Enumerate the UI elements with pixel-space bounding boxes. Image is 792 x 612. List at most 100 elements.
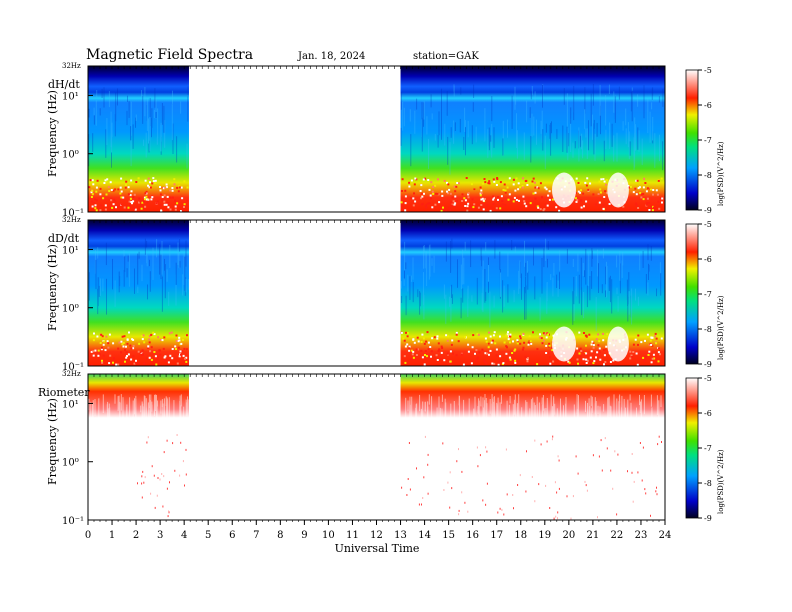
texture-streak bbox=[117, 396, 119, 412]
noise-pixel bbox=[441, 194, 444, 197]
texture-streak bbox=[168, 291, 170, 306]
noise-pixel bbox=[440, 357, 443, 360]
noise-pixel bbox=[602, 207, 605, 210]
noise-pixel bbox=[420, 349, 423, 352]
noise-pixel bbox=[467, 202, 470, 205]
riometer-dot bbox=[570, 517, 572, 520]
x-tick-label: 9 bbox=[301, 530, 307, 541]
noise-pixel bbox=[532, 192, 535, 195]
noise-pixel bbox=[101, 346, 103, 349]
noise-pixel bbox=[507, 338, 510, 341]
noise-pixel bbox=[478, 351, 481, 354]
noise-pixel bbox=[477, 356, 480, 359]
noise-pixel bbox=[657, 179, 660, 182]
noise-pixel bbox=[166, 195, 169, 198]
noise-pixel bbox=[515, 199, 518, 201]
noise-pixel bbox=[134, 208, 137, 211]
spectrogram-texture bbox=[88, 394, 662, 444]
texture-streak bbox=[172, 90, 173, 104]
texture-streak bbox=[470, 240, 472, 268]
x-tick-label: 18 bbox=[514, 530, 527, 541]
noise-pixel bbox=[146, 201, 149, 204]
texture-streak bbox=[94, 399, 96, 416]
texture-streak bbox=[165, 396, 167, 406]
texture-streak bbox=[423, 245, 425, 253]
noise-pixel bbox=[157, 355, 159, 358]
noise-pixel bbox=[99, 193, 102, 196]
noise-pixel bbox=[646, 197, 649, 200]
noise-pixel bbox=[475, 360, 478, 363]
noise-pixel bbox=[579, 191, 581, 194]
noise-pixel bbox=[470, 183, 473, 186]
noise-pixel bbox=[169, 196, 172, 199]
riometer-dot bbox=[174, 469, 176, 472]
texture-streak bbox=[451, 238, 453, 249]
texture-streak bbox=[111, 134, 113, 153]
texture-streak bbox=[419, 296, 421, 309]
noise-pixel bbox=[403, 339, 406, 342]
texture-streak bbox=[88, 108, 90, 118]
noise-pixel bbox=[486, 204, 489, 207]
texture-streak bbox=[99, 278, 101, 296]
x-tick-label: 17 bbox=[490, 530, 503, 541]
texture-streak bbox=[572, 142, 574, 158]
noise-pixel bbox=[642, 198, 645, 201]
texture-streak bbox=[619, 394, 621, 404]
texture-streak bbox=[562, 125, 564, 152]
noise-pixel bbox=[628, 186, 631, 189]
texture-streak bbox=[573, 291, 575, 321]
noise-pixel bbox=[547, 333, 550, 336]
texture-streak bbox=[450, 286, 452, 322]
y-axis-title: Frequency (Hz) bbox=[46, 244, 59, 331]
texture-streak bbox=[128, 101, 130, 118]
riometer-dot bbox=[172, 442, 174, 445]
noise-pixel bbox=[436, 337, 439, 340]
texture-streak bbox=[126, 407, 128, 439]
texture-streak bbox=[595, 401, 597, 420]
texture-streak bbox=[146, 97, 148, 131]
noise-pixel bbox=[548, 344, 551, 347]
riometer-dot bbox=[558, 487, 560, 490]
riometer-dot bbox=[166, 439, 168, 442]
noise-pixel bbox=[145, 195, 148, 198]
noise-pixel bbox=[99, 204, 102, 207]
texture-streak bbox=[441, 408, 443, 424]
noise-pixel bbox=[95, 186, 98, 189]
noise-pixel bbox=[637, 334, 640, 337]
texture-streak bbox=[459, 118, 461, 133]
texture-streak bbox=[130, 126, 132, 141]
texture-streak bbox=[566, 126, 568, 153]
noise-pixel bbox=[186, 334, 188, 337]
noise-pixel bbox=[125, 356, 128, 359]
noise-pixel bbox=[138, 362, 141, 365]
noise-pixel bbox=[450, 343, 453, 346]
riometer-dot bbox=[598, 455, 600, 458]
texture-streak bbox=[423, 102, 424, 127]
texture-streak bbox=[481, 256, 483, 267]
noise-pixel bbox=[174, 199, 176, 202]
noise-pixel bbox=[646, 333, 649, 336]
texture-streak bbox=[639, 394, 640, 406]
noise-pixel bbox=[132, 207, 135, 209]
noise-pixel bbox=[123, 206, 126, 209]
noise-pixel bbox=[457, 340, 460, 343]
noise-pixel bbox=[403, 355, 406, 358]
x-tick-label: 13 bbox=[394, 530, 407, 541]
texture-streak bbox=[533, 247, 534, 266]
colorbar-tick-label: -8 bbox=[704, 325, 712, 334]
noise-pixel bbox=[161, 339, 164, 342]
noise-pixel bbox=[181, 350, 184, 353]
noise-pixel bbox=[579, 355, 582, 358]
texture-streak bbox=[570, 118, 572, 152]
noise-pixel bbox=[513, 349, 516, 352]
panel-label: dH/dt bbox=[48, 78, 80, 91]
texture-streak bbox=[573, 85, 575, 121]
riometer-dot bbox=[167, 515, 169, 518]
noise-pixel bbox=[165, 202, 168, 205]
noise-pixel bbox=[436, 192, 439, 195]
texture-streak bbox=[592, 84, 594, 106]
noise-pixel bbox=[635, 352, 638, 355]
noise-pixel bbox=[103, 182, 106, 184]
texture-streak bbox=[507, 121, 509, 130]
